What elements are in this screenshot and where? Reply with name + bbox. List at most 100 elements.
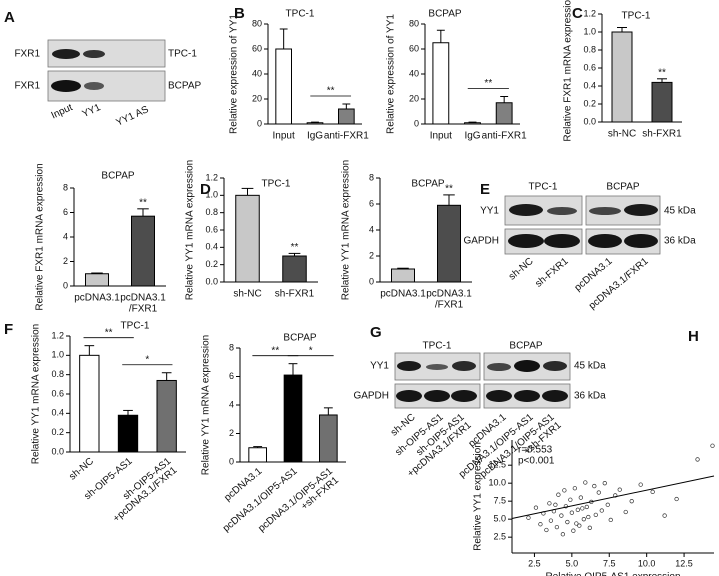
bar — [235, 194, 260, 283]
band — [487, 363, 511, 371]
x-tick-label: 12.5 — [675, 558, 693, 568]
point — [575, 507, 580, 512]
row-label: FXR1 — [14, 81, 40, 92]
y-tick-label: 0.2 — [51, 427, 64, 437]
lane-label: YY1 AS — [114, 104, 150, 129]
point — [596, 490, 601, 495]
band — [543, 361, 567, 371]
point — [571, 528, 576, 533]
lane-label: YY1 — [81, 102, 103, 120]
bar — [131, 215, 155, 287]
y-tick-label: 1.2 — [51, 330, 64, 340]
chart-title: BCPAP — [283, 333, 316, 344]
bar — [651, 81, 673, 123]
band — [509, 204, 543, 216]
y-tick-label: 2 — [63, 256, 68, 266]
point — [554, 524, 560, 530]
bar — [437, 204, 461, 283]
point — [583, 480, 588, 485]
point — [592, 483, 597, 489]
point — [623, 509, 628, 515]
y-tick-label: 7.5 — [493, 496, 506, 506]
point — [560, 532, 566, 537]
point — [593, 512, 598, 518]
point — [563, 504, 569, 509]
y-tick-label: 0.4 — [51, 408, 64, 418]
bar — [156, 379, 177, 453]
y-tick-label: 12.5 — [488, 460, 506, 470]
point — [565, 519, 570, 525]
point — [562, 488, 567, 493]
point — [533, 505, 539, 510]
y-tick-label: 60 — [409, 43, 419, 53]
band — [51, 80, 81, 92]
point — [599, 508, 604, 513]
bar — [282, 255, 307, 283]
chart-title: BCPAP — [101, 171, 134, 182]
band — [508, 234, 544, 248]
y-tick-label: 0.0 — [583, 116, 596, 126]
bar — [391, 268, 415, 283]
panel-label: F — [4, 321, 13, 338]
cell-label: BCPAP — [606, 182, 639, 193]
point — [574, 521, 579, 526]
point — [568, 497, 573, 502]
y-tick-label: 0 — [229, 456, 234, 466]
size-label: 36 kDa — [664, 236, 696, 247]
y-axis-label: Relative FXR1 mRNA expression — [563, 0, 574, 142]
point — [526, 515, 531, 520]
x-tick-label: Input — [430, 131, 452, 142]
point — [586, 514, 591, 520]
y-axis-label: Relative YY1 expression — [473, 442, 484, 551]
lane-label: sh-FXR1 — [533, 256, 571, 290]
band — [424, 390, 450, 402]
band — [542, 390, 568, 402]
significance: ** — [484, 78, 492, 89]
significance: ** — [271, 345, 279, 356]
x-tick-label: anti-FXR1 — [324, 131, 369, 142]
annotation: r=0.553 — [518, 445, 553, 456]
lane-label: Input — [50, 102, 75, 121]
point — [580, 506, 585, 511]
y-tick-label: 0 — [369, 276, 374, 286]
point — [650, 489, 655, 494]
band — [452, 361, 476, 371]
band — [547, 207, 577, 215]
x-tick-label: /FXR1 — [435, 300, 464, 311]
y-tick-label: 1.0 — [205, 190, 218, 200]
point — [674, 496, 679, 502]
band — [624, 234, 658, 248]
panel-label: G — [370, 324, 382, 341]
size-label: 45 kDa — [574, 361, 606, 372]
chart-title: TPC-1 — [262, 179, 291, 190]
row-label: YY1 — [370, 361, 389, 372]
x-tick-label: pcDNA3.1 — [120, 293, 166, 304]
significance: ** — [445, 184, 453, 195]
band — [544, 234, 580, 248]
cell-label: TPC-1 — [423, 341, 452, 352]
x-tick-label: sh-NC — [67, 456, 96, 483]
point — [559, 513, 564, 518]
y-tick-label: 2.5 — [493, 532, 506, 542]
x-tick-label: 5.0 — [566, 558, 579, 568]
significance: ** — [327, 86, 335, 97]
y-tick-label: 20 — [409, 93, 419, 103]
row-label: YY1 — [480, 206, 499, 217]
point — [553, 502, 558, 507]
bar — [338, 108, 355, 125]
point — [695, 457, 700, 462]
x-tick-label: sh-NC — [608, 129, 636, 140]
x-tick-label: IgG — [307, 131, 323, 142]
y-tick-label: 4 — [63, 231, 68, 241]
point — [587, 525, 592, 530]
y-tick-label: 0.6 — [51, 388, 64, 398]
point — [617, 487, 622, 492]
x-tick-label: 7.5 — [603, 558, 616, 568]
blot-a: FXR1 FXR1 TPC-1 BCPAP Input YY1 YY1 AS — [14, 39, 201, 129]
y-tick-label: 80 — [252, 18, 262, 28]
y-tick-label: 0.8 — [583, 44, 596, 54]
y-tick-label: 60 — [252, 43, 262, 53]
point — [629, 499, 634, 504]
significance: ** — [105, 327, 113, 338]
x-tick-label: pcDNA3.1 — [380, 289, 426, 300]
